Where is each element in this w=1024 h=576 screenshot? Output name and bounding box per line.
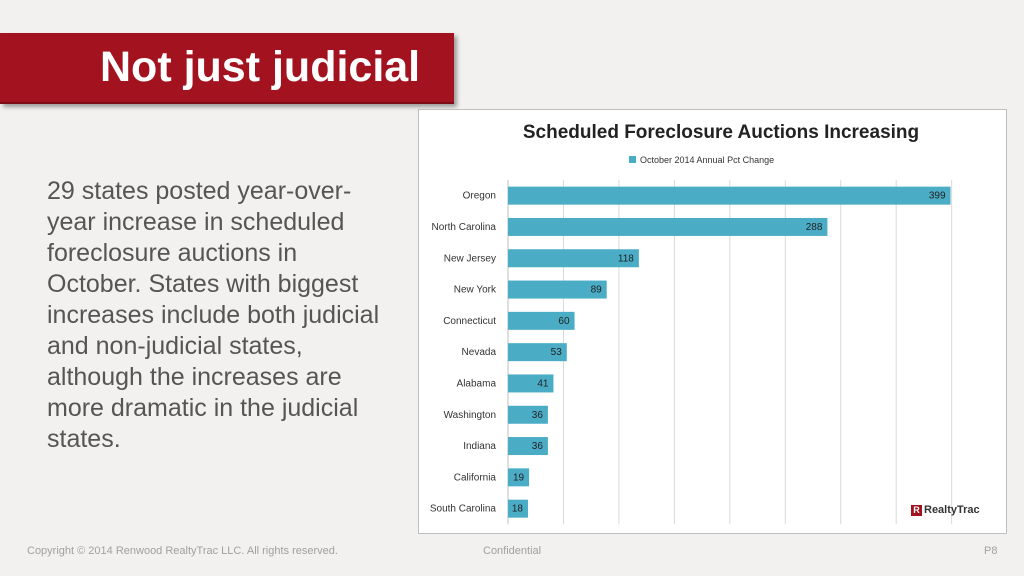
bar bbox=[508, 374, 554, 393]
data-label: 19 bbox=[513, 472, 525, 483]
bar bbox=[508, 499, 528, 518]
category-label: Connecticut bbox=[443, 316, 496, 327]
bar bbox=[508, 217, 828, 236]
footer-page-number: P8 bbox=[984, 545, 998, 557]
data-label: 118 bbox=[618, 253, 634, 264]
category-label: Washington bbox=[444, 410, 496, 421]
data-label: 60 bbox=[558, 316, 570, 327]
category-label: Oregon bbox=[463, 191, 496, 202]
bar-chart: Scheduled Foreclosure Auctions Increasin… bbox=[430, 122, 953, 525]
chart-title: Scheduled Foreclosure Auctions Increasin… bbox=[523, 122, 919, 143]
chart-bars: Oregon 399 North Carolina 288 New Jersey 118 N… bbox=[430, 186, 951, 518]
data-label: 41 bbox=[537, 378, 549, 389]
data-label: 288 bbox=[806, 222, 823, 233]
bar bbox=[508, 280, 607, 299]
category-label: Indiana bbox=[463, 441, 496, 452]
slide-title: Not just judicial bbox=[100, 43, 421, 91]
bar bbox=[508, 343, 567, 362]
bar bbox=[508, 468, 530, 487]
legend-label: October 2014 Annual Pct Change bbox=[640, 155, 774, 165]
data-label: 89 bbox=[591, 285, 603, 296]
bar bbox=[508, 186, 951, 205]
bar bbox=[508, 311, 575, 330]
realtytrac-logo-mark: R bbox=[911, 504, 922, 516]
legend-swatch bbox=[629, 156, 636, 163]
data-label: 399 bbox=[929, 191, 946, 202]
category-label: South Carolina bbox=[430, 504, 497, 515]
category-label: North Carolina bbox=[432, 222, 497, 233]
category-label: New Jersey bbox=[444, 253, 496, 264]
bar bbox=[508, 249, 639, 268]
data-label: 36 bbox=[532, 410, 544, 421]
slide-body-text: 29 states posted year-over-year increase… bbox=[47, 177, 380, 453]
realtytrac-logo: R RealtyTrac bbox=[911, 504, 980, 518]
title-banner: Not just judicial bbox=[0, 33, 454, 104]
realtytrac-logo-text: RealtyTrac bbox=[924, 504, 980, 516]
category-label: Alabama bbox=[457, 378, 497, 389]
footer-copyright: Copyright © 2014 Renwood RealtyTrac LLC.… bbox=[27, 545, 338, 557]
category-label: Nevada bbox=[462, 347, 497, 358]
category-label: New York bbox=[454, 285, 497, 296]
data-label: 53 bbox=[551, 347, 563, 358]
chart-container: Scheduled Foreclosure Auctions Increasin… bbox=[418, 109, 1007, 534]
bar bbox=[508, 405, 548, 424]
data-label: 36 bbox=[532, 441, 544, 452]
category-label: California bbox=[454, 472, 497, 483]
footer-confidential: Confidential bbox=[483, 545, 542, 557]
data-label: 18 bbox=[512, 504, 524, 515]
bar bbox=[508, 437, 548, 456]
